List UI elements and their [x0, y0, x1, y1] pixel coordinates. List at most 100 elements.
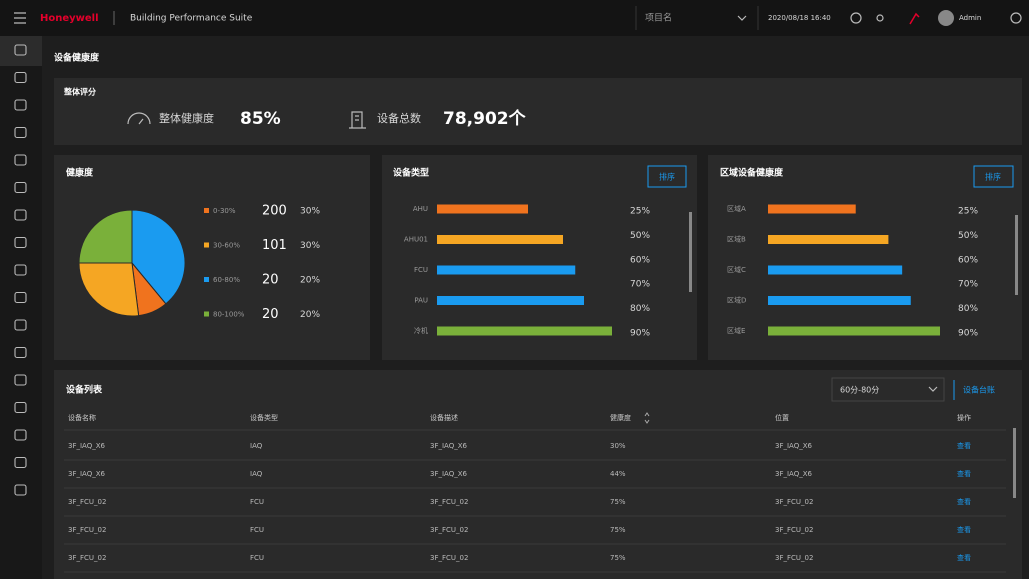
legend-swatch	[204, 311, 209, 317]
avatar[interactable]	[938, 10, 954, 26]
ledger-button[interactable]: 设备台账	[963, 385, 995, 395]
nav-icon[interactable]	[14, 71, 27, 84]
nav-icon[interactable]	[14, 374, 27, 386]
view-link[interactable]: 查看	[957, 525, 971, 534]
sort-button[interactable]	[973, 165, 1014, 188]
project-select[interactable]: 项目名	[645, 12, 672, 24]
legend-percent: 20%	[300, 276, 320, 286]
health-value: 85%	[240, 109, 281, 129]
legend-swatch	[204, 277, 209, 282]
bar-label: AHU	[413, 205, 428, 213]
region-title: 区域设备健康度	[720, 167, 784, 179]
bar-scale-label: 50%	[630, 231, 650, 241]
nav-icon[interactable]	[14, 181, 27, 194]
page-title: 设备健康度	[54, 52, 100, 64]
table-cell: 3F_FCU_02	[775, 526, 813, 534]
nav-icon[interactable]	[14, 126, 27, 139]
table-cell: 3F_FCU_02	[68, 498, 106, 506]
sort-button-label[interactable]: 排序	[985, 172, 1001, 182]
view-link[interactable]: 查看	[957, 553, 971, 562]
sort-icon	[644, 412, 650, 424]
bar-label: 区域A	[727, 204, 746, 213]
view-link[interactable]: 查看	[957, 441, 971, 450]
table-cell: IAQ	[250, 442, 263, 450]
scrollbar[interactable]	[1013, 428, 1016, 498]
nav-icon[interactable]	[14, 484, 27, 496]
region-panel	[708, 155, 1022, 360]
filter-select[interactable]	[831, 377, 945, 402]
legend-count: 101	[262, 238, 287, 253]
nav-icon[interactable]	[14, 291, 27, 304]
nav-icon[interactable]	[14, 209, 27, 221]
nav-icon[interactable]	[14, 401, 27, 414]
legend-range: 80-100%	[213, 311, 245, 319]
column-header: 位置	[775, 413, 789, 422]
globe-icon[interactable]	[850, 12, 862, 24]
table-cell: 75%	[610, 526, 626, 534]
table-cell: 3F_IAQ_X6	[68, 470, 106, 478]
legend-percent: 30%	[300, 207, 320, 217]
health-label: 整体健康度	[159, 111, 214, 125]
alarm-icon[interactable]	[909, 12, 920, 25]
scrollbar[interactable]	[1015, 215, 1018, 295]
bar	[768, 204, 856, 214]
nav-icon[interactable]	[14, 99, 27, 111]
menu-icon[interactable]	[14, 12, 26, 24]
legend-count: 20	[262, 273, 279, 288]
nav-icon[interactable]	[14, 154, 27, 166]
table-cell: 3F_FCU_02	[430, 554, 468, 562]
legend-percent: 20%	[300, 310, 320, 320]
table-cell: 3F_FCU_02	[68, 554, 106, 562]
sort-button-label[interactable]: 排序	[659, 172, 675, 182]
sidebar	[0, 36, 42, 579]
bar	[768, 326, 940, 336]
nav-icon[interactable]	[14, 429, 27, 441]
bar	[437, 265, 576, 275]
weather-icon[interactable]	[876, 14, 884, 22]
nav-icon[interactable]	[14, 319, 27, 331]
pie-slice	[78, 209, 133, 264]
table-cell: 3F_IAQ_X6	[68, 442, 106, 450]
column-header: 设备描述	[430, 413, 458, 422]
bar	[768, 265, 903, 275]
bar-label: 区域C	[727, 265, 746, 274]
bar-scale-label: 90%	[958, 329, 978, 339]
bar-label: FCU	[414, 266, 428, 274]
bar-scale-label: 70%	[630, 280, 650, 290]
settings-icon[interactable]	[1010, 12, 1022, 24]
overview-panel	[54, 78, 1022, 145]
table-cell: 3F_FCU_02	[68, 526, 106, 534]
sort-button[interactable]	[647, 165, 687, 188]
user-name[interactable]: Admin	[959, 14, 981, 22]
table-cell: 30%	[610, 442, 626, 450]
building-icon	[349, 111, 366, 129]
table-cell: 75%	[610, 554, 626, 562]
nav-icon[interactable]	[14, 456, 27, 469]
view-link[interactable]: 查看	[957, 469, 971, 478]
bar-label: 冷机	[414, 326, 428, 335]
nav-icon[interactable]	[14, 346, 27, 359]
legend-range: 30-60%	[213, 242, 240, 250]
column-header: 健康度	[610, 413, 631, 422]
table-cell: 75%	[610, 498, 626, 506]
scrollbar[interactable]	[689, 212, 692, 292]
nav-icon[interactable]	[14, 44, 27, 56]
product-name: Building Performance Suite	[130, 14, 253, 24]
view-link[interactable]: 查看	[957, 497, 971, 506]
overview-title: 整体评分	[63, 87, 96, 97]
bar-label: PAU	[414, 297, 428, 305]
bar-scale-label: 90%	[630, 329, 650, 339]
bar-scale-label: 80%	[630, 304, 650, 314]
bar	[768, 296, 911, 305]
nav-icon[interactable]	[14, 264, 27, 276]
type-panel	[382, 155, 697, 360]
pie-slice	[131, 209, 186, 305]
column-header: 设备类型	[250, 413, 278, 422]
column-header: 操作	[957, 413, 971, 422]
bar-label: 区域B	[727, 235, 746, 244]
filter-value[interactable]: 60分-80分	[840, 386, 879, 395]
legend-range: 60-80%	[213, 276, 240, 284]
nav-icon[interactable]	[14, 236, 27, 249]
legend-swatch	[204, 242, 209, 248]
